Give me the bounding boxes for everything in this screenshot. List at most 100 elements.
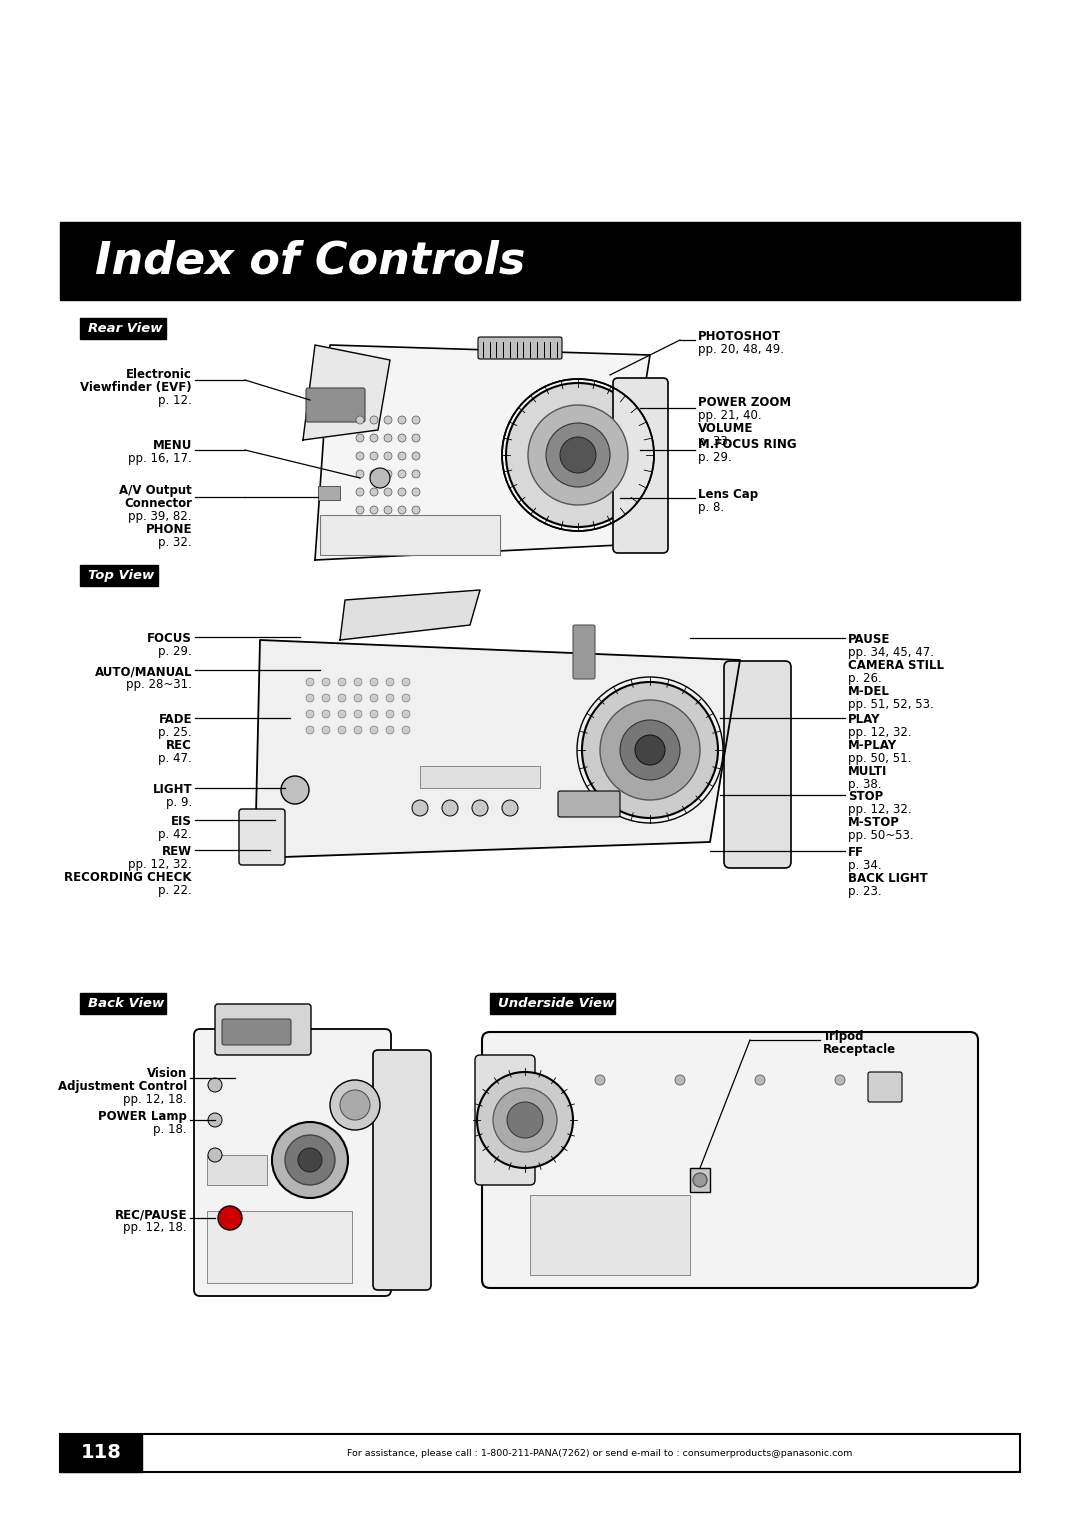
Circle shape <box>356 487 364 497</box>
Text: pp. 39, 82.: pp. 39, 82. <box>129 510 192 523</box>
Circle shape <box>208 1077 222 1093</box>
Circle shape <box>402 678 410 686</box>
Text: Adjustment Control: Adjustment Control <box>57 1080 187 1093</box>
Bar <box>60 1433 1020 1471</box>
Text: M.FOCUS RING: M.FOCUS RING <box>698 439 797 451</box>
Circle shape <box>477 1073 573 1167</box>
Text: A/V Output: A/V Output <box>119 484 192 497</box>
Bar <box>320 515 500 555</box>
Bar <box>690 1167 710 1192</box>
Circle shape <box>755 1076 765 1085</box>
Text: MULTI: MULTI <box>848 766 888 778</box>
Bar <box>530 1195 690 1274</box>
Circle shape <box>384 434 392 442</box>
Circle shape <box>338 711 346 718</box>
Circle shape <box>384 416 392 423</box>
Circle shape <box>399 487 406 497</box>
Text: M-PLAY: M-PLAY <box>848 740 897 752</box>
Text: p. 9.: p. 9. <box>165 796 192 808</box>
Circle shape <box>370 506 378 513</box>
Text: For assistance, please call : 1-800-211-PANA(7262) or send e-mail to : consumerp: For assistance, please call : 1-800-211-… <box>348 1449 853 1458</box>
Circle shape <box>386 711 394 718</box>
Bar <box>60 222 1020 299</box>
Circle shape <box>492 1088 557 1152</box>
FancyBboxPatch shape <box>573 625 595 678</box>
Text: p. 38.: p. 38. <box>848 778 881 792</box>
Circle shape <box>561 437 596 474</box>
Circle shape <box>675 1076 685 1085</box>
Circle shape <box>507 1102 543 1138</box>
Bar <box>80 993 166 1015</box>
Circle shape <box>370 487 378 497</box>
Text: POWER Lamp: POWER Lamp <box>98 1109 187 1123</box>
FancyBboxPatch shape <box>222 1019 291 1045</box>
Text: p. 22.: p. 22. <box>159 885 192 897</box>
Circle shape <box>386 694 394 701</box>
Circle shape <box>835 1076 845 1085</box>
Text: p. 42.: p. 42. <box>159 828 192 840</box>
Text: PAUSE: PAUSE <box>848 633 890 646</box>
Text: pp. 28~31.: pp. 28~31. <box>126 678 192 691</box>
Text: pp. 51, 52, 53.: pp. 51, 52, 53. <box>848 698 934 711</box>
FancyBboxPatch shape <box>239 808 285 865</box>
Circle shape <box>356 471 364 478</box>
Bar <box>60 1433 141 1471</box>
FancyBboxPatch shape <box>558 792 620 817</box>
Text: p. 32.: p. 32. <box>159 536 192 549</box>
Text: M-DEL: M-DEL <box>848 685 890 698</box>
Circle shape <box>402 711 410 718</box>
Text: PHONE: PHONE <box>146 523 192 536</box>
Circle shape <box>322 694 330 701</box>
Circle shape <box>208 1148 222 1161</box>
Circle shape <box>370 694 378 701</box>
Text: p. 23.: p. 23. <box>848 885 881 898</box>
Circle shape <box>370 452 378 460</box>
Bar <box>318 486 340 500</box>
Text: LIGHT: LIGHT <box>152 782 192 796</box>
Circle shape <box>340 1089 370 1120</box>
Circle shape <box>546 423 610 487</box>
Circle shape <box>411 452 420 460</box>
Circle shape <box>322 726 330 733</box>
Text: REC: REC <box>166 740 192 752</box>
Circle shape <box>338 694 346 701</box>
Circle shape <box>370 468 390 487</box>
FancyBboxPatch shape <box>373 1050 431 1290</box>
Circle shape <box>402 726 410 733</box>
Text: BACK LIGHT: BACK LIGHT <box>848 872 928 885</box>
Text: pp. 50~53.: pp. 50~53. <box>848 830 914 842</box>
Circle shape <box>354 678 362 686</box>
Circle shape <box>399 452 406 460</box>
Text: pp. 21, 40.: pp. 21, 40. <box>698 410 761 422</box>
Circle shape <box>330 1080 380 1131</box>
Text: pp. 34, 45, 47.: pp. 34, 45, 47. <box>848 646 934 659</box>
Circle shape <box>306 694 314 701</box>
Circle shape <box>384 471 392 478</box>
Text: Rear View: Rear View <box>87 322 162 335</box>
Text: Connector: Connector <box>124 497 192 510</box>
Circle shape <box>306 711 314 718</box>
Circle shape <box>595 1076 605 1085</box>
Circle shape <box>411 506 420 513</box>
Circle shape <box>370 416 378 423</box>
Text: Underside View: Underside View <box>498 996 615 1010</box>
Circle shape <box>356 416 364 423</box>
Circle shape <box>306 726 314 733</box>
Bar <box>420 766 540 788</box>
Text: p. 34.: p. 34. <box>848 859 881 872</box>
FancyBboxPatch shape <box>724 662 791 868</box>
Text: Lens Cap: Lens Cap <box>698 487 758 501</box>
Text: Receptacle: Receptacle <box>823 1044 896 1056</box>
Text: FF: FF <box>848 847 864 859</box>
Circle shape <box>356 506 364 513</box>
Circle shape <box>354 694 362 701</box>
Text: 118: 118 <box>81 1444 121 1462</box>
Text: pp. 16, 17.: pp. 16, 17. <box>129 452 192 465</box>
Bar <box>207 1155 267 1186</box>
Text: Vision: Vision <box>147 1067 187 1080</box>
Circle shape <box>399 506 406 513</box>
Polygon shape <box>340 590 480 640</box>
Text: POWER ZOOM: POWER ZOOM <box>698 396 792 410</box>
Circle shape <box>399 471 406 478</box>
Circle shape <box>693 1174 707 1187</box>
